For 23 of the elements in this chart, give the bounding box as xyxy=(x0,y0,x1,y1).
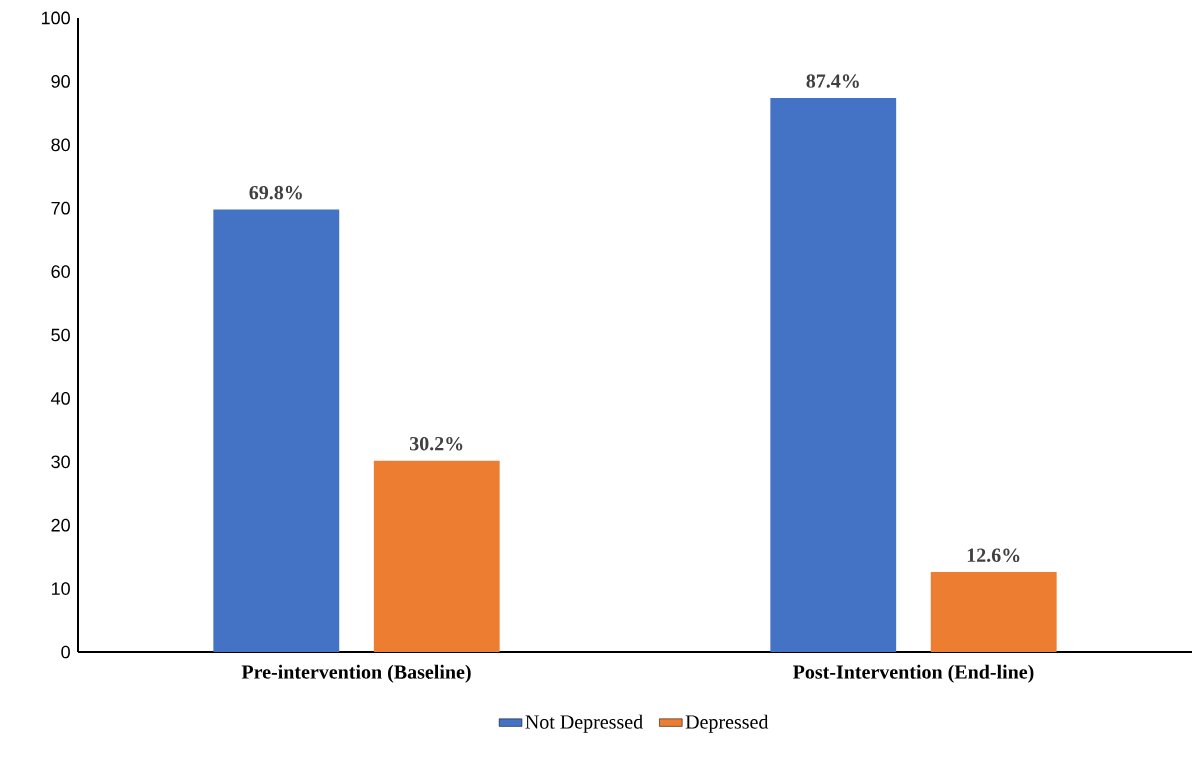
y-tick-label: 10 xyxy=(51,582,70,595)
y-tick-label: 70 xyxy=(51,201,70,215)
data-label: 12.6% xyxy=(967,548,1020,563)
y-tick-label: 80 xyxy=(51,138,70,152)
y-tick-label: 20 xyxy=(51,518,70,532)
bar xyxy=(373,460,500,652)
bar xyxy=(213,209,340,652)
y-tick-label: 40 xyxy=(51,392,70,405)
legend-label: Not Depressed xyxy=(525,714,643,733)
legend-label: Depressed xyxy=(685,714,769,733)
data-label: 69.8% xyxy=(249,185,302,200)
bar xyxy=(930,572,1057,652)
data-label: 30.2% xyxy=(409,436,463,451)
y-tick-label: 30 xyxy=(51,455,70,469)
y-tick-label: 0 xyxy=(61,645,70,659)
x-tick-label: Pre-intervention (Baseline) xyxy=(241,664,471,683)
y-tick-label: 50 xyxy=(51,328,70,342)
y-tick-label: 100 xyxy=(41,11,70,25)
data-label: 87.4% xyxy=(806,74,859,88)
y-tick-label: 90 xyxy=(51,75,70,88)
y-tick-label: 60 xyxy=(51,265,70,278)
bar xyxy=(770,97,897,652)
x-tick-label: Post-Intervention (End-line) xyxy=(793,664,1034,683)
